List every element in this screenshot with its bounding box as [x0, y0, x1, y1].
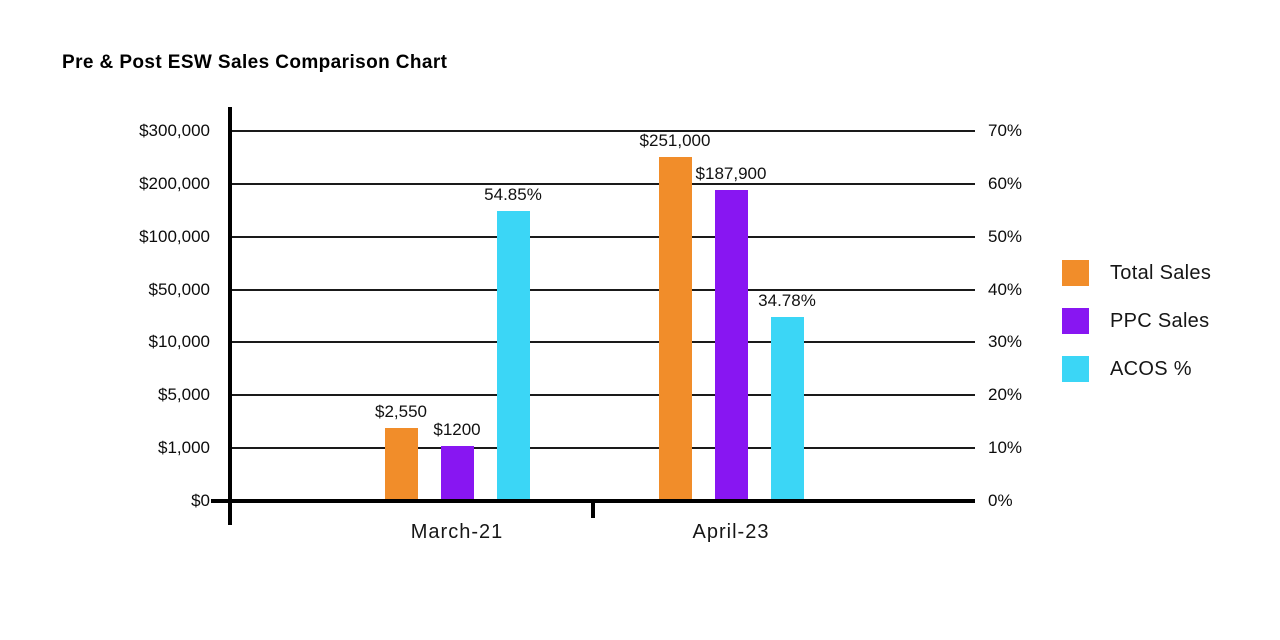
legend-swatch-acos: [1062, 356, 1089, 382]
data-label-ppc-sales-march-21: $1200: [433, 419, 481, 439]
right-axis-tick-label: 10%: [988, 438, 1023, 458]
gridline: [230, 235, 975, 238]
data-label-total-sales-april-23: $251,000: [639, 130, 711, 150]
bar-ppc-sales-april-23: [714, 190, 748, 501]
legend-swatch-ppc-sales: [1062, 308, 1089, 334]
gridline: [230, 394, 975, 397]
right-axis-tick-label: 0%: [988, 491, 1013, 510]
bar-acos-april-23: [770, 317, 804, 501]
gridline: [230, 182, 975, 185]
gridline: [230, 130, 975, 132]
legend-label-acos: ACOS %: [1110, 358, 1192, 380]
data-label-acos-april-23: 34.78%: [758, 291, 816, 311]
right-axis-tick-label: 70%: [988, 121, 1023, 140]
x-axis-line: [228, 499, 975, 503]
bar-total-sales-march-21: [384, 427, 418, 501]
left-axis-tick-label: $0: [191, 491, 210, 510]
left-axis-tick-label: $300,000: [139, 121, 210, 140]
data-label-ppc-sales-april-23: $187,900: [695, 164, 767, 184]
x-axis-category-label-march-21: March-21: [410, 521, 504, 543]
left-axis-tick-label: $100,000: [139, 226, 210, 246]
category-divider-tick: [591, 503, 595, 518]
bar-ppc-sales-march-21: [440, 445, 474, 501]
gridline: [230, 447, 975, 450]
data-label-acos-march-21: 54.85%: [484, 185, 542, 205]
left-axis-tick-label: $50,000: [148, 279, 210, 299]
right-axis-tick-label: 30%: [988, 332, 1023, 352]
gridline: [230, 288, 975, 291]
legend-label-ppc-sales: PPC Sales: [1110, 310, 1210, 332]
left-axis-tick-label: $1,000: [158, 438, 210, 458]
gridline: [230, 341, 975, 344]
right-axis-tick-label: 60%: [988, 173, 1023, 193]
y-axis-line: [228, 107, 232, 525]
data-label-total-sales-march-21: $2,550: [375, 401, 427, 421]
zero-tick: [211, 499, 228, 503]
left-axis-tick-label: $5,000: [158, 385, 210, 405]
bar-acos-march-21: [496, 211, 530, 501]
right-axis-tick-label: 20%: [988, 385, 1023, 405]
x-axis-category-label-april-23: April-23: [692, 521, 770, 543]
left-axis-tick-label: $200,000: [139, 173, 210, 193]
right-axis-tick-label: 50%: [988, 226, 1023, 246]
chart-title: Pre & Post ESW Sales Comparison Chart: [62, 52, 448, 73]
legend-label-total-sales: Total Sales: [1110, 262, 1212, 284]
left-axis-tick-label: $10,000: [148, 332, 210, 352]
legend-swatch-total-sales: [1062, 260, 1089, 286]
right-axis-tick-label: 40%: [988, 279, 1023, 299]
bar-total-sales-april-23: [658, 156, 692, 501]
